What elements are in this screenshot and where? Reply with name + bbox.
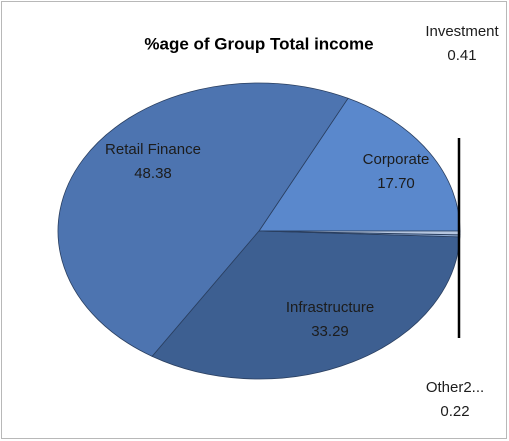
pie-slice xyxy=(151,230,461,380)
slice-category-label: Corporate xyxy=(363,151,430,168)
slice-category-label: Retail Finance xyxy=(105,141,201,158)
slice-value-label: 0.22 xyxy=(440,403,469,420)
slice-category-label: Other2... xyxy=(426,379,484,396)
slice-value-label: 48.38 xyxy=(134,165,172,182)
slice-category-label: Infrastructure xyxy=(286,299,374,316)
pie xyxy=(57,82,461,380)
chart-title: %age of Group Total income xyxy=(144,34,373,53)
pie-slice xyxy=(57,82,349,357)
slice-value-label: 0.41 xyxy=(447,47,476,64)
slice-value-label: 17.70 xyxy=(377,175,415,192)
slice-value-label: 33.29 xyxy=(311,323,349,340)
slice-category-label: Investment xyxy=(425,23,499,40)
